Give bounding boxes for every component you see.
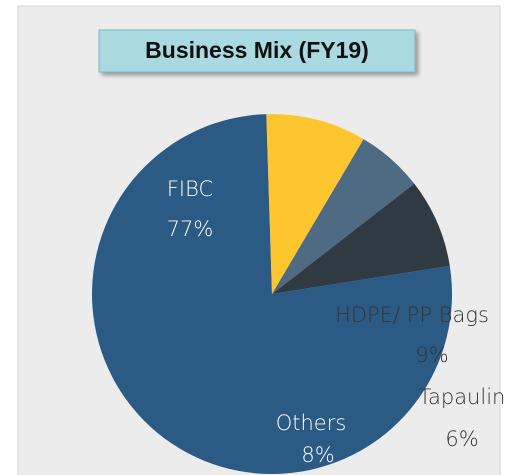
chart-title: Business Mix (FY19) [145,37,369,63]
pie-slice [266,114,364,295]
pie [92,114,453,475]
slice-label: FIBC [167,177,213,201]
title-box [98,29,416,73]
pie-slice [272,183,450,294]
slice-label: Tapaulin [419,385,506,409]
slice-value: 77% [167,217,214,241]
slice-value: 9% [415,343,448,367]
slice-label: Others [276,411,347,435]
slice-value: 8% [301,443,334,467]
slice-label: HDPE/ PP Bags [335,303,489,327]
pie-slice [272,139,415,294]
slice-value: 6% [445,427,478,451]
pie-slice [92,114,453,475]
